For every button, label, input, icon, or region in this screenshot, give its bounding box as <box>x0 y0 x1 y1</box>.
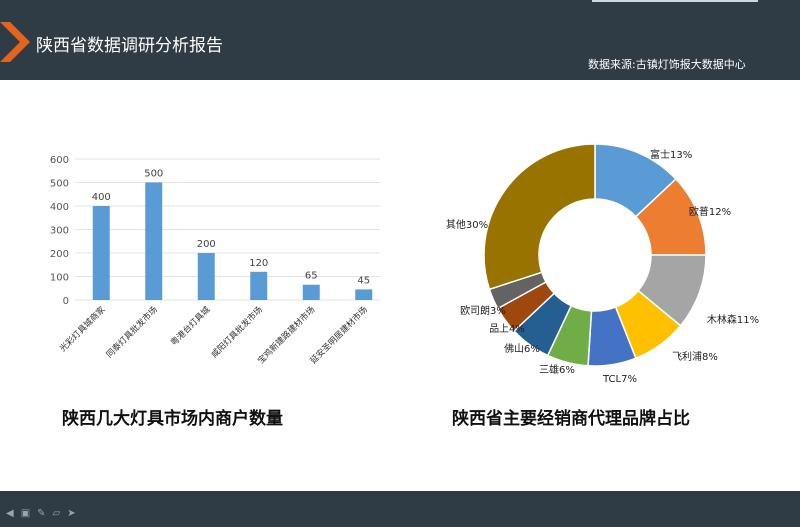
y-tick-label: 400 <box>50 202 69 213</box>
bar <box>355 289 373 300</box>
y-tick-label: 200 <box>50 249 69 260</box>
slice-label: 木林森11% <box>707 313 759 326</box>
pen-icon[interactable]: ✎ <box>37 508 46 519</box>
x-category-label: 延安圣明居建材市场 <box>308 304 370 366</box>
x-category-label: 粤港台灯具城 <box>169 304 213 348</box>
slice-label: 飞利浦8% <box>672 350 718 363</box>
header-bar: 陕西省数据调研分析报告 数据来源:古镇灯饰报大数据中心 <box>0 0 800 80</box>
y-tick-label: 500 <box>50 179 69 190</box>
donut-chart: 富士13% 欧普12% 木林森11% 飞利浦8% TCL7% 三雄6% 佛山6% 品上4% 欧司… <box>446 143 759 385</box>
bar <box>145 182 163 300</box>
pointer-icon[interactable]: ➤ <box>67 508 76 519</box>
x-category-label: 光彩灯具城商家 <box>58 304 108 354</box>
y-tick-label: 300 <box>50 226 69 237</box>
x-category-label: 咸阳灯具批发市场 <box>209 304 265 360</box>
slice-label: 欧普12% <box>689 205 731 218</box>
bar-chart: 0 100 200 300 400 500 600 400 光彩灯具城商家 500 同泰灯具批发市场… <box>50 155 380 366</box>
footer-bar: ◀ ▣ ✎ ▱ ➤ <box>0 491 800 527</box>
x-category-label: 宝鸡新建路建材市场 <box>255 304 317 366</box>
data-source-text: 数据来源:古镇灯饰报大数据中心 <box>588 58 746 71</box>
bar <box>302 284 320 300</box>
bar-value-label: 65 <box>305 271 318 282</box>
x-category-label: 同泰灯具批发市场 <box>104 304 160 360</box>
slice-label: 佛山6% <box>504 342 540 355</box>
y-tick-label: 0 <box>63 296 69 307</box>
bar <box>92 206 110 300</box>
slice-label: 其他30% <box>446 218 488 231</box>
page-title: 陕西省数据调研分析报告 <box>36 36 223 56</box>
bar-value-label: 200 <box>197 239 216 250</box>
slice-label: 品上4% <box>489 323 525 335</box>
slide-icon[interactable]: ▣ <box>20 508 31 519</box>
bar-value-label: 120 <box>249 258 268 269</box>
arrow-logo-icon <box>0 22 30 62</box>
donut-slice <box>483 143 596 291</box>
donut-chart-caption: 陕西省主要经销商代理品牌占比 <box>452 409 690 429</box>
bar-value-label: 500 <box>144 169 163 180</box>
header-top-line <box>592 0 758 2</box>
bar <box>197 253 215 300</box>
bar-value-label: 45 <box>357 275 370 286</box>
arrow-icon[interactable]: ◀ <box>6 508 14 519</box>
bar-value-label: 400 <box>92 192 111 203</box>
slice-label: 富士13% <box>650 148 692 161</box>
eraser-icon[interactable]: ▱ <box>52 508 61 519</box>
y-tick-label: 600 <box>50 155 69 166</box>
slice-label: 欧司朗3% <box>460 305 506 317</box>
y-tick-label: 100 <box>50 273 69 284</box>
bar-chart-caption: 陕西几大灯具市场内商户数量 <box>62 409 283 429</box>
slice-label: TCL7% <box>602 374 637 385</box>
slice-label: 三雄6% <box>539 363 575 376</box>
bar <box>250 271 268 300</box>
